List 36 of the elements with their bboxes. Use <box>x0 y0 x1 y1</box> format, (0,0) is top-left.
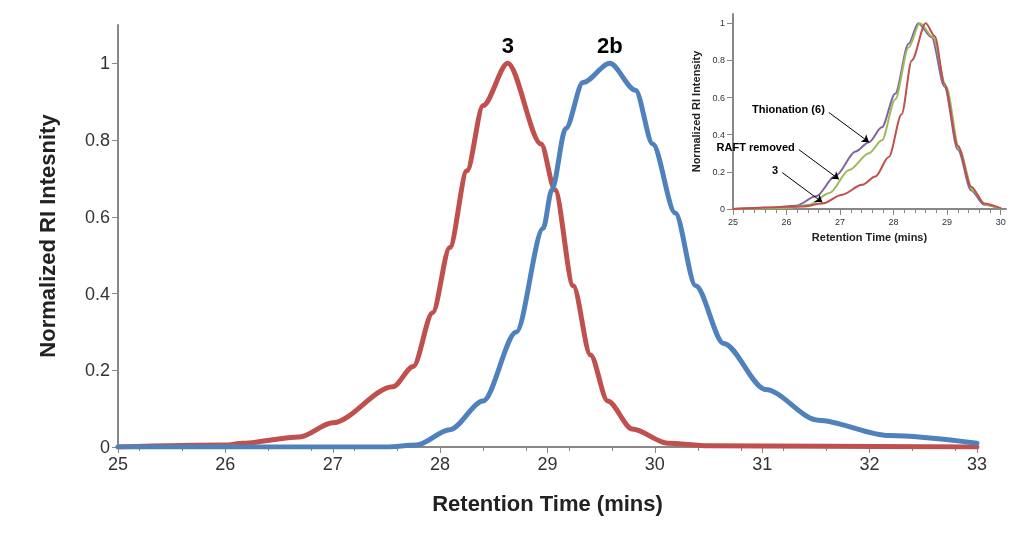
y-tick-label: 0 <box>719 204 725 214</box>
y-tick-label: 0.6 <box>712 92 725 103</box>
x-tick-label: 30 <box>644 454 665 474</box>
x-axis-title: Retention Time (mins) <box>811 230 928 243</box>
y-tick-label: 0.2 <box>712 166 725 177</box>
annotation: 3 <box>772 163 779 176</box>
y-tick-label: 0.2 <box>84 360 110 381</box>
y-tick-label: 0.8 <box>712 55 725 66</box>
y-tick-label: 0 <box>99 437 110 457</box>
y-axis-title: Normalized RI Intensity <box>690 49 703 173</box>
x-tick-label: 25 <box>107 454 129 474</box>
y-tick-label: 0.4 <box>84 283 110 304</box>
x-tick-label: 27 <box>322 454 343 474</box>
x-tick-label: 29 <box>537 454 558 474</box>
x-tick-label: 27 <box>835 216 846 227</box>
x-tick-label: 26 <box>215 454 236 474</box>
annotation: Thionation (6) <box>752 103 826 116</box>
series-label: 2b <box>596 33 623 59</box>
series-label: 3 <box>501 33 514 59</box>
y-tick-label: 0.8 <box>84 130 110 151</box>
x-tick-label: 32 <box>859 454 880 474</box>
y-tick-label: 1 <box>99 53 110 74</box>
x-tick-label: 26 <box>781 216 792 227</box>
x-axis-title: Retention Time (mins) <box>432 490 663 516</box>
x-tick-label: 31 <box>752 454 773 474</box>
y-tick-label: 1 <box>719 18 725 29</box>
y-tick-label: 0.4 <box>712 129 725 140</box>
annotation: RAFT removed <box>716 140 795 153</box>
x-tick-label: 33 <box>966 454 988 474</box>
x-tick-label: 28 <box>430 454 451 474</box>
y-axis-title: Normalized RI Intesnity <box>34 113 60 358</box>
x-tick-label: 28 <box>888 216 899 227</box>
x-tick-label: 30 <box>995 216 1006 227</box>
x-tick-label: 25 <box>727 216 739 227</box>
x-tick-label: 29 <box>942 216 953 227</box>
y-tick-label: 0.6 <box>84 206 110 227</box>
